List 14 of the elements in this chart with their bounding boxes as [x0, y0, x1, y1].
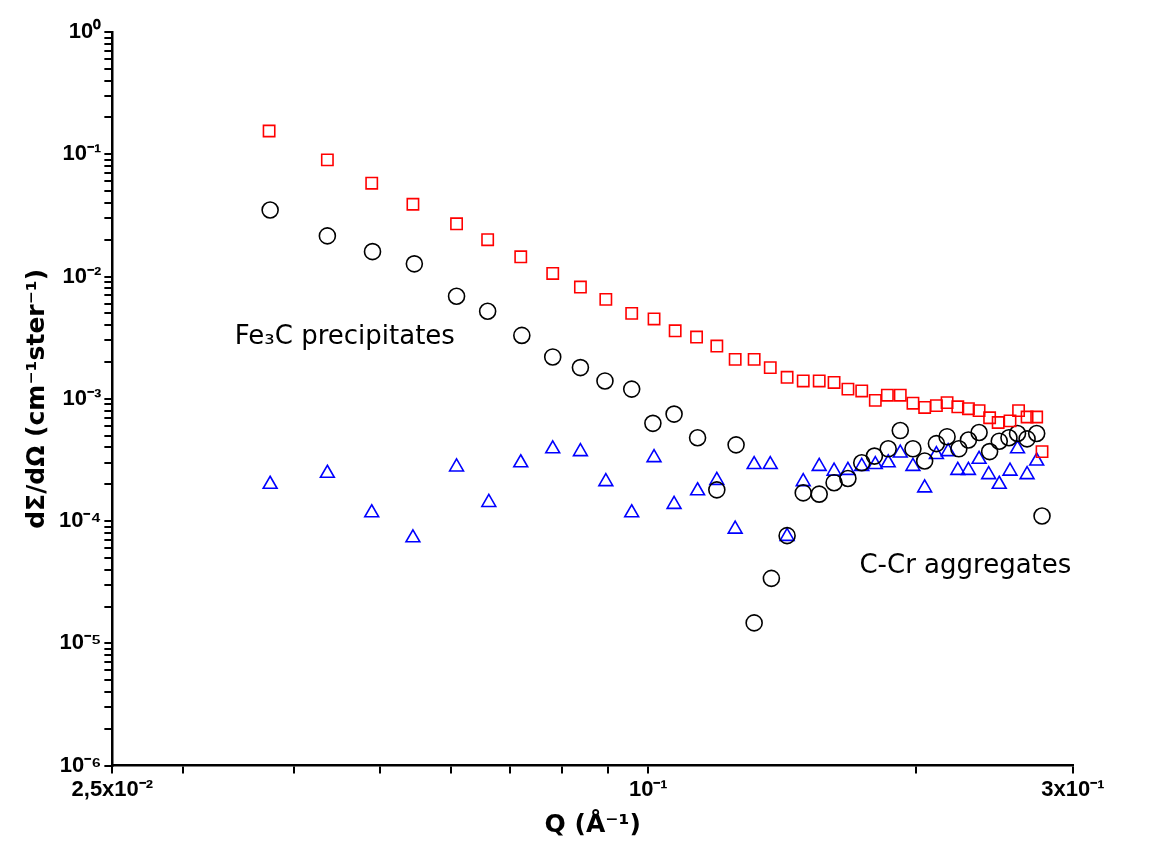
y-tick-label: 10⁻² — [62, 262, 102, 288]
y-tick-label: 10⁻¹ — [62, 140, 102, 166]
y-tick-label: 10⁻³ — [62, 384, 102, 410]
y-tick-label: 10⁰ — [68, 18, 102, 44]
x-tick-label: 10⁻¹ — [628, 775, 668, 801]
y-tick-label: 10⁻⁵ — [59, 629, 102, 655]
x-tick-label: 3x10⁻¹ — [1041, 775, 1105, 801]
y-tick-label: 10⁻⁴ — [58, 507, 102, 533]
x-axis-title: Q (Å⁻¹) — [544, 808, 641, 838]
annotation: C-Cr aggregates — [859, 548, 1072, 579]
x-tick-label: 2,5x10⁻² — [71, 775, 154, 801]
annotation: Fe₃C precipitates — [234, 319, 455, 350]
y-axis-title: dΣ/dΩ (cm⁻¹ster⁻¹) — [20, 268, 50, 529]
y-tick-label: 10⁻⁶ — [59, 751, 102, 777]
